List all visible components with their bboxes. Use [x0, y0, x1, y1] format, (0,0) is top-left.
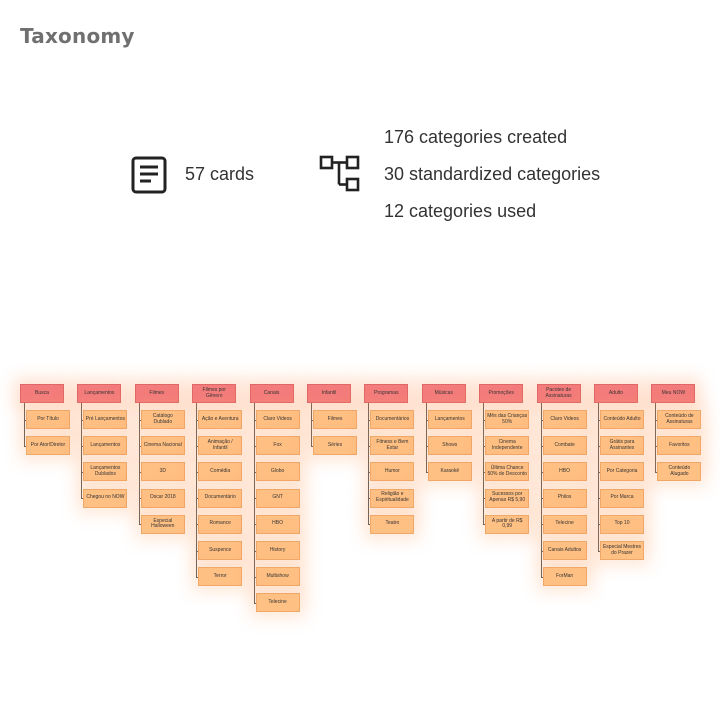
category-card: Por Título — [26, 410, 70, 429]
category-card: Religião e Espiritualidade — [370, 488, 415, 508]
category-card: Especial Mestres do Prazer — [600, 541, 644, 560]
category-card: Grátis para Assinantes — [600, 436, 644, 456]
category-card: Chegou no NOW — [83, 488, 128, 508]
category-card: Telecine — [542, 514, 587, 534]
category-card: Philos — [542, 488, 587, 508]
category-card: Documentário — [198, 488, 243, 508]
category-card: Favoritos — [657, 436, 702, 456]
category-card: Conteúdo Alugado — [657, 462, 702, 482]
category-card: ForMan — [542, 567, 587, 587]
category-card: Lançamentos — [427, 410, 472, 429]
category-card: Combate — [542, 436, 587, 456]
category-card: Suspence — [198, 541, 243, 560]
category-card: Conteúdo Adulto — [600, 410, 644, 429]
tree-connector — [483, 403, 485, 525]
categories-used: 12 categories used — [384, 201, 537, 221]
category-card: Filmes — [313, 410, 357, 429]
category-card: Karaokê — [427, 462, 472, 482]
categories-created: 176 categories created — [384, 127, 568, 147]
column-header: Filmes — [134, 384, 179, 403]
tree-connector — [24, 403, 25, 446]
category-card: Top 10 — [600, 514, 644, 534]
category-card: Claro Videos — [255, 410, 300, 429]
column-header: Programas — [364, 384, 409, 403]
category-card: Conteúdo de Assinaturas — [657, 410, 702, 429]
hierarchy-icon — [319, 155, 360, 192]
tree-connector — [196, 403, 198, 577]
tree-connector — [81, 403, 83, 499]
tree-connector — [368, 403, 370, 525]
cards-count: 57 cards — [185, 164, 255, 184]
category-card: Última Chance 50% de Desconto — [485, 462, 530, 482]
category-card: Romance — [198, 514, 243, 534]
category-card: Humor — [370, 462, 415, 482]
category-card: GNT — [255, 488, 300, 508]
category-card: Comédia — [198, 462, 243, 482]
category-card: Ação e Aventura — [198, 410, 243, 429]
tree-connector — [655, 403, 657, 472]
category-card: Teatro — [370, 514, 415, 534]
column-header: Infantil — [307, 384, 351, 403]
category-card: Lançamentos Dublados — [83, 462, 128, 482]
tree-connector — [598, 403, 599, 551]
category-card: Fox — [255, 436, 300, 456]
document-icon — [131, 156, 167, 194]
category-card: Fitness e Bem Estar — [370, 436, 415, 456]
tree-connector — [138, 403, 140, 525]
category-card: Séries — [313, 436, 357, 456]
category-card: Por Ator/Diretor — [26, 436, 70, 456]
category-card: Globo — [255, 462, 300, 482]
tree-connector — [540, 403, 542, 577]
tree-connector — [311, 403, 312, 446]
category-card: HBO — [542, 462, 587, 482]
column-header: Filmes por Gênero — [192, 384, 237, 403]
tree-connector — [253, 403, 255, 603]
column-header: Lançamentos — [77, 384, 122, 403]
category-card: Mês das Crianças 50% — [485, 410, 530, 429]
category-card: Claro Videos — [542, 410, 587, 429]
category-card: HBO — [255, 514, 300, 534]
column-header: Músicas — [421, 384, 466, 403]
category-card: Cinema Independente — [485, 436, 530, 456]
category-card: Telecine — [255, 593, 300, 613]
category-card: A partir de R$ 0,99 — [485, 514, 530, 534]
category-card: Pré Lançamentos — [83, 410, 128, 429]
category-card: 3D — [140, 462, 185, 482]
category-card: History — [255, 541, 300, 560]
category-card: Lançamentos — [83, 436, 128, 456]
column-header: Promoções — [479, 384, 524, 403]
column-header: Canais — [249, 384, 294, 403]
category-card: Canais Adultos — [542, 541, 587, 560]
category-card: Animação / Infantil — [198, 436, 243, 456]
category-card: Multishow — [255, 567, 300, 587]
category-card: Terror — [198, 567, 243, 587]
tree-connector — [425, 403, 427, 472]
column-header: Adulto — [594, 384, 638, 403]
category-card: Cinema Nacional — [140, 436, 185, 456]
category-card: Oscar 2018 — [140, 488, 185, 508]
category-card: Catálogo Dublado — [140, 410, 185, 429]
category-card: Por Marca — [600, 488, 644, 508]
category-card: Por Categoria — [600, 462, 644, 482]
categories-standardized: 30 standardized categories — [384, 164, 601, 184]
page-title: Taxonomy — [20, 24, 135, 48]
category-card: Sucessos por Apenas R$ 5,90 — [485, 488, 530, 508]
column-header: Pacotes de Assinaturas — [536, 384, 581, 403]
category-card: Documentários — [370, 410, 415, 429]
category-card: Shows — [427, 436, 472, 456]
category-card: Especial Halloween — [140, 514, 185, 534]
column-header: Meu NOW — [651, 384, 696, 403]
column-header: Busca — [20, 384, 64, 403]
